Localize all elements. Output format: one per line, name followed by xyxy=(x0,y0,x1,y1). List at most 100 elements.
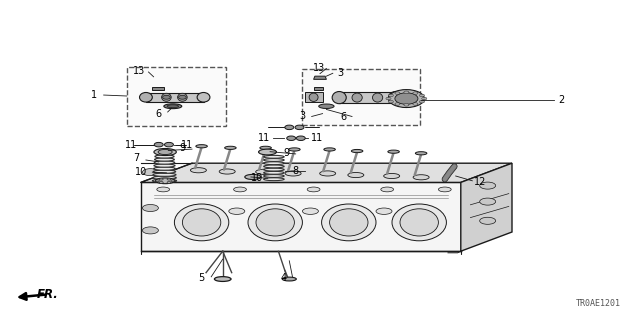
Text: 13: 13 xyxy=(133,66,146,76)
Circle shape xyxy=(179,95,186,99)
Ellipse shape xyxy=(438,187,451,192)
Circle shape xyxy=(285,125,294,130)
Text: 9: 9 xyxy=(284,148,290,158)
Ellipse shape xyxy=(330,209,368,236)
Ellipse shape xyxy=(154,148,177,156)
Circle shape xyxy=(419,94,424,97)
Circle shape xyxy=(164,142,173,147)
Ellipse shape xyxy=(155,155,174,158)
Ellipse shape xyxy=(319,104,334,108)
Text: TR0AE1201: TR0AE1201 xyxy=(576,299,621,308)
Ellipse shape xyxy=(480,217,496,224)
Text: 11: 11 xyxy=(125,140,138,150)
Circle shape xyxy=(171,180,175,182)
Circle shape xyxy=(419,100,424,103)
Text: 3: 3 xyxy=(300,111,306,122)
Ellipse shape xyxy=(256,169,272,174)
Polygon shape xyxy=(339,92,396,103)
Ellipse shape xyxy=(289,148,300,151)
Text: 8: 8 xyxy=(292,166,299,176)
Ellipse shape xyxy=(388,150,399,153)
Circle shape xyxy=(386,97,391,100)
Text: 11: 11 xyxy=(180,140,193,150)
Ellipse shape xyxy=(322,204,376,241)
Text: 13: 13 xyxy=(312,63,325,73)
Circle shape xyxy=(296,136,305,140)
Circle shape xyxy=(287,136,296,140)
Ellipse shape xyxy=(264,159,284,162)
Ellipse shape xyxy=(155,158,174,161)
Ellipse shape xyxy=(392,204,447,241)
Ellipse shape xyxy=(348,172,364,178)
Text: 9: 9 xyxy=(179,143,186,153)
Ellipse shape xyxy=(177,93,187,101)
Ellipse shape xyxy=(264,165,284,168)
Circle shape xyxy=(413,103,418,105)
Text: 11: 11 xyxy=(257,133,270,143)
Ellipse shape xyxy=(156,178,175,184)
Ellipse shape xyxy=(142,169,158,176)
Circle shape xyxy=(404,91,409,93)
Ellipse shape xyxy=(259,149,276,155)
Circle shape xyxy=(154,142,163,147)
Ellipse shape xyxy=(282,277,296,281)
Circle shape xyxy=(413,92,418,94)
Ellipse shape xyxy=(372,93,383,102)
Polygon shape xyxy=(305,92,323,102)
Ellipse shape xyxy=(351,149,363,153)
Ellipse shape xyxy=(214,276,231,282)
Ellipse shape xyxy=(413,175,429,180)
Text: 7: 7 xyxy=(133,153,140,164)
Ellipse shape xyxy=(158,149,172,155)
Text: 6: 6 xyxy=(340,112,347,123)
Ellipse shape xyxy=(142,204,158,212)
Bar xyxy=(152,87,164,90)
Circle shape xyxy=(395,92,400,94)
Ellipse shape xyxy=(154,164,175,167)
Ellipse shape xyxy=(245,174,261,180)
Text: 12: 12 xyxy=(474,177,486,187)
Ellipse shape xyxy=(153,173,176,176)
Bar xyxy=(127,67,226,126)
Text: 2: 2 xyxy=(558,95,564,105)
Ellipse shape xyxy=(140,92,152,102)
Text: 10: 10 xyxy=(134,166,147,177)
Ellipse shape xyxy=(164,104,182,109)
Ellipse shape xyxy=(324,148,335,151)
Ellipse shape xyxy=(480,182,496,189)
Circle shape xyxy=(422,97,427,100)
Polygon shape xyxy=(141,163,512,182)
Circle shape xyxy=(295,125,304,130)
Polygon shape xyxy=(314,76,326,79)
Circle shape xyxy=(388,90,424,108)
Circle shape xyxy=(159,178,163,180)
Circle shape xyxy=(163,95,170,99)
Ellipse shape xyxy=(154,167,175,170)
Ellipse shape xyxy=(320,171,336,176)
Ellipse shape xyxy=(415,152,427,155)
Ellipse shape xyxy=(384,173,399,179)
Ellipse shape xyxy=(388,92,403,104)
Circle shape xyxy=(167,178,171,180)
Ellipse shape xyxy=(307,187,320,192)
Text: FR.: FR. xyxy=(37,288,59,301)
Ellipse shape xyxy=(174,204,229,241)
Circle shape xyxy=(388,94,394,97)
Ellipse shape xyxy=(219,169,236,174)
Ellipse shape xyxy=(229,208,245,214)
Ellipse shape xyxy=(197,92,210,102)
Ellipse shape xyxy=(191,168,206,173)
Ellipse shape xyxy=(157,187,170,192)
Circle shape xyxy=(395,103,400,105)
Bar xyxy=(302,69,420,125)
Ellipse shape xyxy=(480,198,496,205)
Bar xyxy=(314,87,323,90)
Ellipse shape xyxy=(285,171,301,176)
Ellipse shape xyxy=(161,93,172,101)
Ellipse shape xyxy=(352,93,362,102)
Ellipse shape xyxy=(264,156,284,158)
Text: 5: 5 xyxy=(198,273,205,284)
Ellipse shape xyxy=(260,146,271,149)
Ellipse shape xyxy=(400,209,438,236)
Polygon shape xyxy=(141,182,461,251)
